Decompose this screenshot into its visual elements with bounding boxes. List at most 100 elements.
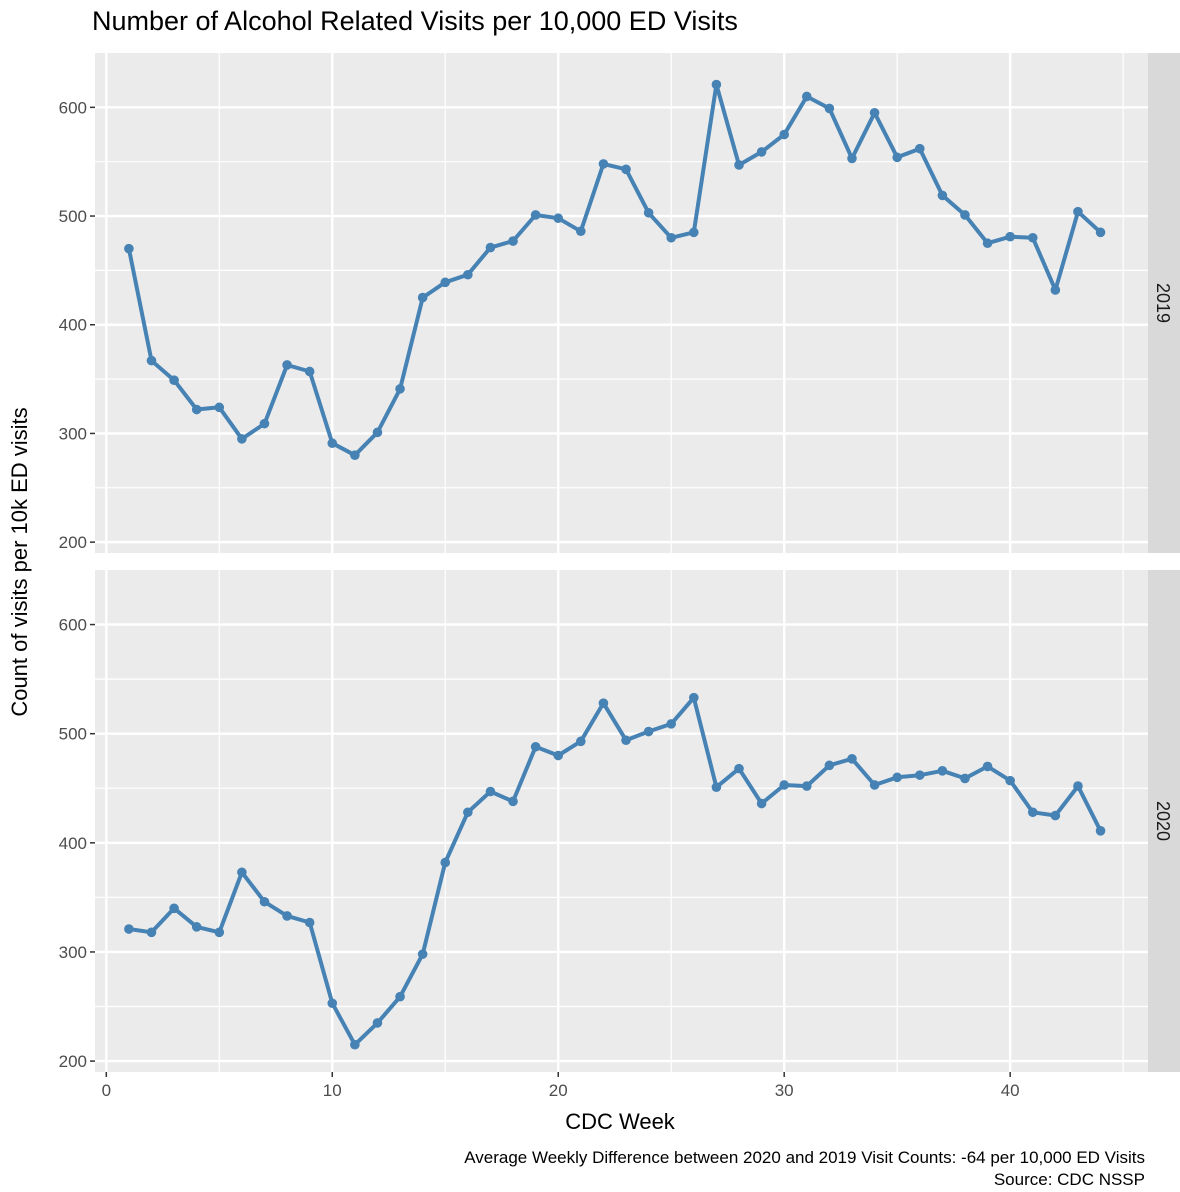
data-point-2020 — [372, 1018, 383, 1028]
data-point-2019 — [327, 438, 338, 449]
y-tick-label: 600 — [59, 616, 87, 635]
y-tick-label: 300 — [59, 943, 87, 962]
data-point-2020 — [395, 991, 405, 1002]
data-point-2019 — [847, 153, 857, 164]
data-point-2020 — [237, 867, 247, 878]
y-tick-label: 200 — [59, 533, 87, 552]
x-axis-label: CDC Week — [565, 1109, 676, 1134]
data-point-2019 — [485, 242, 496, 253]
data-point-2019 — [689, 227, 699, 238]
data-point-2019 — [643, 207, 654, 218]
facet-strip-label: 2019 — [1153, 283, 1173, 323]
data-point-2019 — [304, 366, 315, 377]
facet-strip-2020 — [1148, 570, 1180, 1072]
data-point-2020 — [124, 924, 134, 934]
data-point-2019 — [869, 107, 880, 118]
data-point-2019 — [553, 213, 564, 224]
data-point-2020 — [1050, 810, 1061, 821]
x-tick-label: 40 — [1001, 1081, 1020, 1100]
data-point-2019 — [530, 210, 541, 220]
data-point-2020 — [960, 773, 970, 784]
data-point-2020 — [1027, 807, 1038, 818]
data-point-2020 — [530, 741, 541, 752]
data-point-2019 — [779, 129, 789, 140]
data-point-2020 — [1073, 781, 1083, 791]
data-point-2020 — [350, 1039, 360, 1050]
data-point-2020 — [553, 750, 564, 761]
data-point-2019 — [892, 152, 902, 163]
data-point-2019 — [1027, 232, 1038, 243]
caption-difference: Average Weekly Difference between 2020 a… — [464, 1148, 1145, 1167]
y-tick-label: 400 — [59, 834, 87, 853]
data-point-2020 — [576, 736, 586, 747]
data-point-2019 — [237, 434, 247, 444]
data-point-2020 — [734, 763, 744, 774]
data-point-2019 — [621, 164, 631, 175]
data-point-2019 — [1095, 227, 1106, 238]
y-tick-label: 300 — [59, 424, 87, 443]
data-point-2020 — [779, 780, 789, 790]
data-point-2020 — [169, 903, 179, 914]
caption-source: Source: CDC NSSP — [994, 1170, 1145, 1187]
data-point-2020 — [711, 782, 722, 792]
data-point-2020 — [440, 857, 451, 868]
y-tick-label: 500 — [59, 725, 87, 744]
data-point-2020 — [259, 896, 270, 907]
data-point-2020 — [191, 922, 202, 932]
data-point-2020 — [643, 726, 654, 737]
data-point-2020 — [508, 796, 518, 807]
data-point-2020 — [327, 998, 338, 1009]
y-tick-label: 200 — [59, 1052, 87, 1071]
data-point-2020 — [1095, 826, 1106, 836]
data-point-2019 — [395, 384, 405, 394]
panel-background-2020 — [95, 570, 1148, 1072]
data-point-2020 — [282, 911, 292, 921]
data-point-2019 — [756, 147, 767, 157]
data-point-2020 — [417, 949, 428, 959]
y-axis-label: Count of visits per 10k ED visits — [7, 407, 32, 716]
facet-strip-label: 2020 — [1153, 801, 1173, 841]
x-tick-label: 20 — [549, 1081, 568, 1100]
data-point-2020 — [304, 917, 315, 928]
data-point-2020 — [621, 735, 631, 746]
data-point-2019 — [282, 360, 292, 370]
data-point-2020 — [214, 927, 225, 938]
data-point-2019 — [191, 404, 202, 415]
data-point-2019 — [1005, 231, 1015, 242]
data-point-2019 — [711, 79, 722, 90]
data-point-2020 — [146, 927, 157, 938]
data-point-2020 — [463, 807, 473, 818]
data-point-2019 — [982, 238, 993, 249]
data-point-2019 — [1050, 285, 1061, 295]
data-point-2020 — [824, 760, 835, 771]
data-point-2020 — [1005, 775, 1015, 786]
y-tick-label: 600 — [59, 98, 87, 117]
y-tick-label: 500 — [59, 207, 87, 226]
data-point-2019 — [734, 160, 744, 170]
data-point-2019 — [801, 91, 812, 102]
data-point-2019 — [259, 418, 270, 429]
y-tick-label: 400 — [59, 316, 87, 335]
data-point-2019 — [440, 277, 451, 288]
data-point-2020 — [598, 698, 609, 708]
x-tick-label: 0 — [102, 1081, 111, 1100]
data-point-2020 — [847, 753, 857, 764]
data-point-2019 — [937, 190, 948, 201]
data-point-2019 — [666, 232, 677, 243]
data-point-2019 — [169, 375, 179, 385]
data-point-2019 — [914, 143, 925, 154]
data-point-2020 — [982, 761, 993, 772]
chart-title: Number of Alcohol Related Visits per 10,… — [92, 6, 738, 36]
data-point-2019 — [417, 292, 428, 303]
panel-background-2019 — [95, 53, 1148, 553]
data-point-2020 — [666, 719, 677, 729]
data-point-2020 — [756, 798, 767, 809]
data-point-2019 — [350, 450, 360, 460]
data-point-2020 — [892, 772, 902, 783]
data-point-2020 — [937, 766, 948, 776]
data-point-2019 — [1073, 206, 1083, 217]
x-tick-label: 30 — [775, 1081, 794, 1100]
data-point-2019 — [598, 159, 609, 169]
data-point-2019 — [146, 355, 157, 366]
data-point-2019 — [508, 236, 518, 246]
